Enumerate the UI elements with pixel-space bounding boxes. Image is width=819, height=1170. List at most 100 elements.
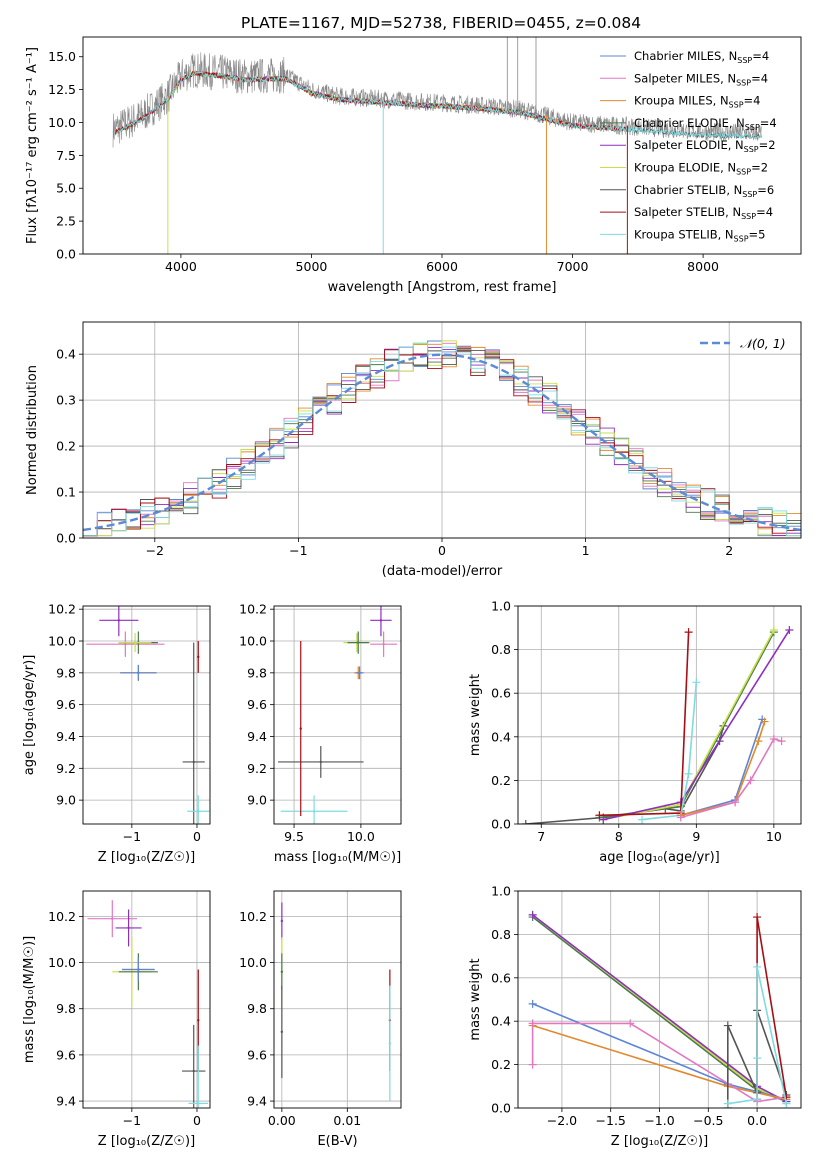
y-axis-label: mass weight	[468, 674, 483, 756]
axes-frame	[273, 890, 402, 1109]
point-marker	[312, 810, 316, 813]
axes-frame	[82, 36, 802, 255]
point-marker	[319, 760, 322, 764]
y-tick-label: 9.0	[56, 793, 76, 808]
point-marker	[124, 642, 127, 646]
legend-label-tail: =4	[760, 116, 777, 130]
legend-label-kroupa_miles: Kroupa MILES, NSSP=4	[634, 94, 760, 110]
legend-label-sub: SSP	[729, 101, 744, 110]
errorbar-salpeter_elodie	[99, 606, 139, 637]
legend-label-sub: SSP	[734, 234, 749, 243]
point-marker	[357, 641, 360, 644]
x-tick-label: −2	[146, 543, 164, 558]
legend-label-tail: =4	[752, 49, 769, 63]
y-tick-label: 9.8	[247, 665, 267, 680]
legend-label-sub: SSP	[736, 78, 751, 87]
y-tick-label: 0.8	[491, 642, 511, 657]
x-tick-label: 7	[537, 829, 545, 844]
weight-marker-chabrier_stelib	[723, 1021, 732, 1030]
point-marker	[192, 1069, 195, 1073]
plot-residuals: −2 −1 0 1 2 0.0 0.1 0.2 0.3 0.4 (data-model)/error…	[25, 321, 802, 579]
legend-label-salpeter_stelib: Salpeter STELIB, NSSP=4	[634, 205, 773, 221]
y-tick-label: 0.2	[491, 1057, 511, 1072]
point-marker	[111, 917, 114, 920]
x-axis-label: E(B-V)	[317, 1134, 357, 1149]
y-tick-label: 10.2	[48, 909, 76, 924]
weight-line-kroupa_miles	[680, 721, 766, 817]
weight-marker-salpeter_miles	[777, 737, 786, 746]
weight-marker-salpeter_miles	[676, 813, 685, 822]
hist-kroupa_stelib	[83, 342, 801, 537]
x-tick-label: −1.5	[596, 1113, 626, 1128]
legend-label-text: Chabrier STELIB, N	[634, 183, 742, 197]
legend-label-tail: =4	[751, 71, 768, 85]
legend-label-salpeter_elodie: Salpeter ELODIE, NSSP=2	[634, 138, 776, 154]
y-tick-label: 9.2	[247, 761, 267, 776]
plot-area-age_vs_Z	[86, 606, 210, 824]
plot-mass_vs_Z: −1 0 9.4 9.6 9.8 10.0 10.2 Z [log₁₀(Z/Z☉)] mass …	[22, 890, 211, 1149]
y-axis-label: mass weight	[468, 958, 483, 1040]
weight-marker-salpeter_miles	[528, 1019, 537, 1028]
y-tick-label: 9.4	[56, 729, 76, 744]
plot-area-mass_vs_ebv	[280, 902, 392, 1102]
y-axis-label: age [log₁₀(age/yr)]	[22, 655, 37, 776]
weight-marker-kroupa_miles	[760, 717, 769, 726]
point-marker	[379, 619, 383, 622]
plot-weight_vs_age: 7 8 9 10 0.0 0.2 0.4 0.6 0.8 1.0 age [log₁₀(age/yr…	[468, 599, 802, 865]
y-tick-label: 10.2	[239, 909, 267, 924]
y-tick-label: 9.4	[247, 729, 267, 744]
weight-marker-salpeter_stelib	[753, 913, 762, 922]
legend-label-tail: =2	[759, 138, 776, 152]
x-axis-label: age [log₁₀(age/yr)]	[599, 850, 720, 865]
x-tick-label: −1.0	[644, 1113, 674, 1128]
x-axis-label: Z [log₁₀(Z/Z☉)]	[98, 1134, 195, 1149]
y-tick-label: 0.0	[56, 247, 76, 262]
axes-frame	[273, 605, 402, 825]
errorbar-salpeter_elodie	[115, 909, 142, 947]
legend-label-text: Kroupa STELIB, N	[634, 227, 734, 241]
y-axis-label: Flux [fλ10⁻¹⁷ erg cm⁻² s⁻¹ A⁻¹]	[25, 47, 40, 244]
x-tick-label: 8	[615, 829, 623, 844]
weight-marker-salpeter_elodie	[785, 625, 794, 634]
y-axis-label: mass [log₁₀(M/M☉)]	[22, 936, 37, 1063]
y-tick-label: 0.2	[56, 439, 76, 454]
point-marker	[197, 1102, 200, 1105]
weight-marker-kroupa_stelib	[684, 769, 693, 778]
weight-marker-chabrier_miles	[528, 999, 537, 1008]
point-marker	[137, 968, 140, 971]
y-tick-label: 10.0	[239, 955, 267, 970]
x-tick-label: 0	[193, 1113, 201, 1128]
plot-area-mass_vs_Z	[87, 900, 209, 1108]
y-tick-label: 1.0	[491, 599, 511, 614]
errorbar-chabrier_stelib	[278, 746, 364, 778]
x-tick-label: 2	[725, 543, 733, 558]
y-tick-label: 9.6	[56, 1047, 76, 1062]
point-marker	[197, 655, 200, 659]
weight-marker-salpeter_elodie	[528, 910, 537, 919]
legend-label-text: Kroupa ELODIE, N	[634, 161, 736, 175]
errorbar-chabrier_stelib	[182, 642, 205, 824]
y-tick-label: 9.4	[247, 1094, 267, 1109]
y-tick-label: 0.0	[56, 531, 76, 546]
legend-label-text: Kroupa MILES, N	[634, 94, 729, 108]
weight-marker-kroupa_stelib	[723, 1099, 732, 1108]
weight-marker-kroupa_stelib	[753, 1054, 762, 1063]
plot-spectrum: 4000 5000 6000 7000 8000 0.0 2.5 5.0 7.5 10.0 12.5…	[25, 36, 802, 295]
y-tick-label: 5.0	[56, 181, 76, 196]
plot-area-spectrum	[112, 37, 763, 254]
errorbar-chabrier_stelib	[280, 985, 284, 1078]
x-tick-label: 10	[766, 829, 782, 844]
x-axis-label: (data-model)/error	[382, 564, 503, 579]
legend-label-text: Chabrier MILES, N	[634, 49, 737, 63]
legend-label-sub: SSP	[737, 56, 752, 65]
errorbar-salpeter_stelib	[197, 641, 200, 673]
point-marker	[127, 926, 130, 930]
y-tick-label: 7.5	[56, 148, 76, 163]
point-marker	[280, 1030, 284, 1034]
x-tick-label: 8000	[687, 259, 719, 274]
weight-marker-salpeter_stelib	[684, 628, 693, 637]
plot-age_vs_Z: −1 0 9.0 9.2 9.4 9.6 9.8 10.0 10.2 Z [log₁₀(Z/Z☉)…	[22, 602, 211, 865]
y-tick-label: 9.0	[247, 793, 267, 808]
legend-label-sub: SSP	[742, 190, 757, 199]
